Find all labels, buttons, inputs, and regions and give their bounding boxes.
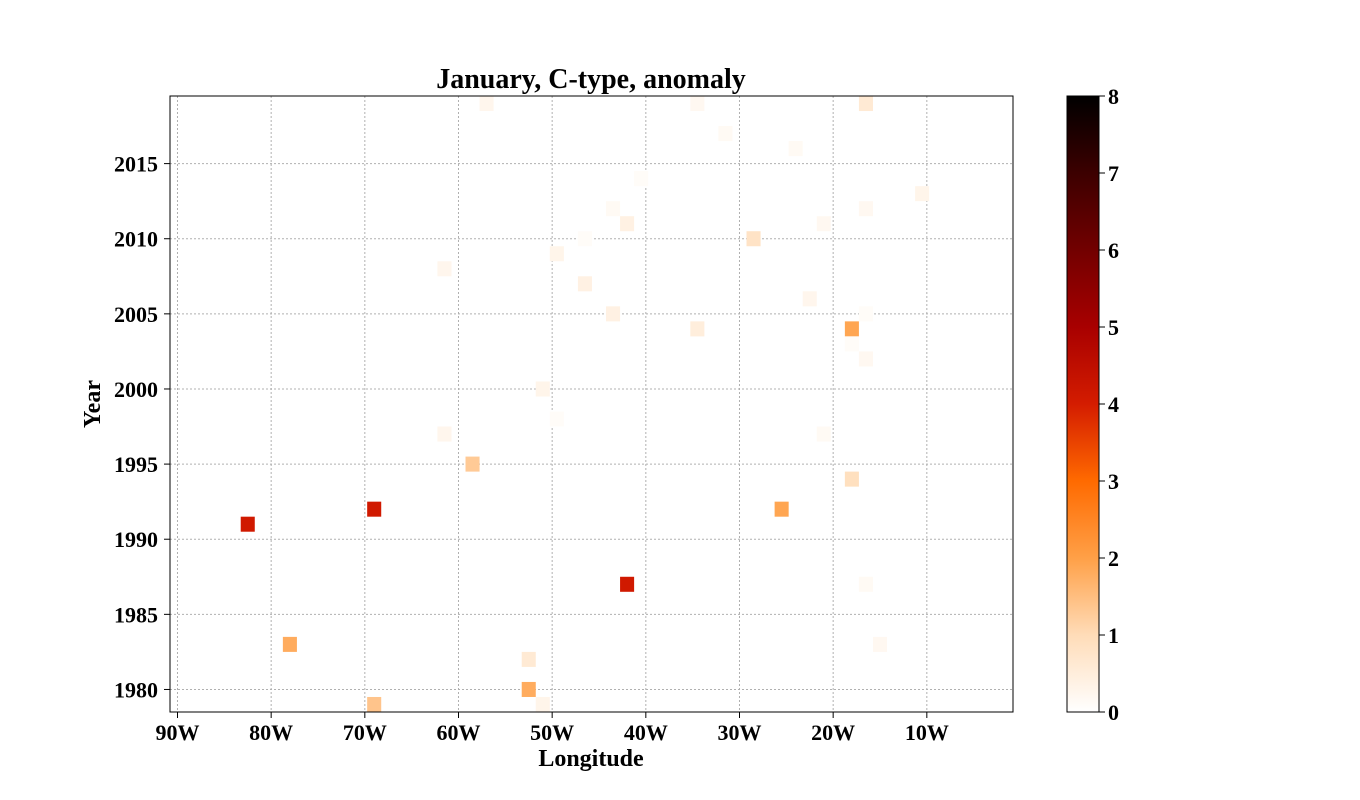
- colorbar-tick-label: 8: [1108, 84, 1119, 109]
- heatmap-cell: [606, 306, 621, 322]
- grid-lines: [170, 96, 1013, 712]
- heatmap-cell: [535, 696, 550, 712]
- y-axis-title: Year: [80, 380, 106, 428]
- heatmap-cell: [858, 96, 873, 112]
- heatmap-cell: [816, 216, 831, 232]
- colorbar-tick-label: 1: [1108, 623, 1119, 648]
- heatmap-cell: [606, 201, 621, 217]
- heatmap-cell: [802, 291, 817, 307]
- colorbar-tick-label: 5: [1108, 315, 1119, 340]
- heatmap-cell: [690, 321, 705, 337]
- y-tick-label: 1990: [114, 527, 158, 552]
- x-tick-label: 30W: [717, 720, 761, 745]
- y-tick-label: 1985: [114, 602, 158, 627]
- colorbar-tick-label: 6: [1108, 238, 1119, 263]
- x-axis-ticks: 90W 80W 70W 60W 50W 40W 30W 20W 10W: [155, 712, 949, 745]
- heatmap-cell: [788, 141, 803, 157]
- heatmap-cell: [549, 246, 564, 262]
- heatmap-cell: [282, 636, 297, 652]
- y-tick-label: 1995: [114, 452, 158, 477]
- heatmap-cell: [858, 306, 873, 322]
- colorbar: [1066, 95, 1100, 713]
- heatmap-cell: [746, 231, 761, 247]
- y-tick-label: 2000: [114, 377, 158, 402]
- heatmap-cell: [367, 696, 382, 712]
- colorbar-tick-label: 2: [1108, 546, 1119, 571]
- y-axis-ticks: 1980 1985 1990 1995 2000 2005 2010 2015: [114, 152, 170, 702]
- heatmap-cell: [577, 276, 592, 292]
- x-tick-label: 10W: [905, 720, 949, 745]
- heatmap-cell: [634, 171, 649, 187]
- heatmap-cell: [465, 456, 480, 472]
- x-tick-label: 80W: [249, 720, 293, 745]
- x-tick-label: 40W: [624, 720, 668, 745]
- heatmap-cell: [844, 321, 859, 337]
- heatmap-cell: [535, 381, 550, 397]
- heatmap-cell: [240, 516, 255, 532]
- x-tick-label: 90W: [155, 720, 199, 745]
- plot-frame: [169, 95, 1014, 713]
- heatmap-cell: [479, 96, 494, 112]
- colorbar-ticks: 0 1 2 3 4 5 6 7 8: [1099, 84, 1119, 725]
- x-tick-label: 60W: [436, 720, 480, 745]
- heatmap-cell: [367, 501, 382, 517]
- y-tick-label: 1980: [114, 677, 158, 702]
- y-tick-label: 2010: [114, 227, 158, 252]
- y-tick-label: 2015: [114, 152, 158, 177]
- heatmap-cell: [844, 336, 859, 352]
- colorbar-tick-label: 0: [1108, 700, 1119, 725]
- heatmap-cell: [858, 351, 873, 367]
- heatmap-cell: [690, 96, 705, 112]
- y-tick-label: 2005: [114, 302, 158, 327]
- heatmap-cell: [521, 681, 536, 697]
- heatmap-cell: [577, 231, 592, 247]
- heatmap-cell: [872, 636, 888, 652]
- x-tick-label: 20W: [811, 720, 855, 745]
- colorbar-tick-label: 3: [1108, 469, 1119, 494]
- heatmap-cell: [858, 201, 873, 217]
- heatmap-cell: [774, 501, 789, 517]
- colorbar-tick-label: 4: [1108, 392, 1119, 417]
- heatmap-cell: [858, 576, 873, 592]
- heatmap-cell: [915, 186, 930, 202]
- heatmap-cell: [437, 426, 452, 442]
- heatmap-cell: [437, 261, 452, 277]
- heatmap-cell: [549, 411, 564, 427]
- heatmap-cell: [718, 126, 733, 142]
- colorbar-tick-label: 7: [1108, 161, 1119, 186]
- heatmap-cell: [521, 651, 536, 667]
- x-tick-label: 70W: [343, 720, 387, 745]
- heatmap-cell: [620, 216, 635, 232]
- x-axis-title: Longitude: [538, 746, 644, 772]
- heatmap-cell: [620, 576, 635, 592]
- heatmap-cell: [844, 471, 859, 487]
- heatmap-cells: [240, 96, 930, 712]
- chart-title: January, C-type, anomaly: [436, 64, 746, 95]
- heatmap-cell: [816, 426, 831, 442]
- x-tick-label: 50W: [530, 720, 574, 745]
